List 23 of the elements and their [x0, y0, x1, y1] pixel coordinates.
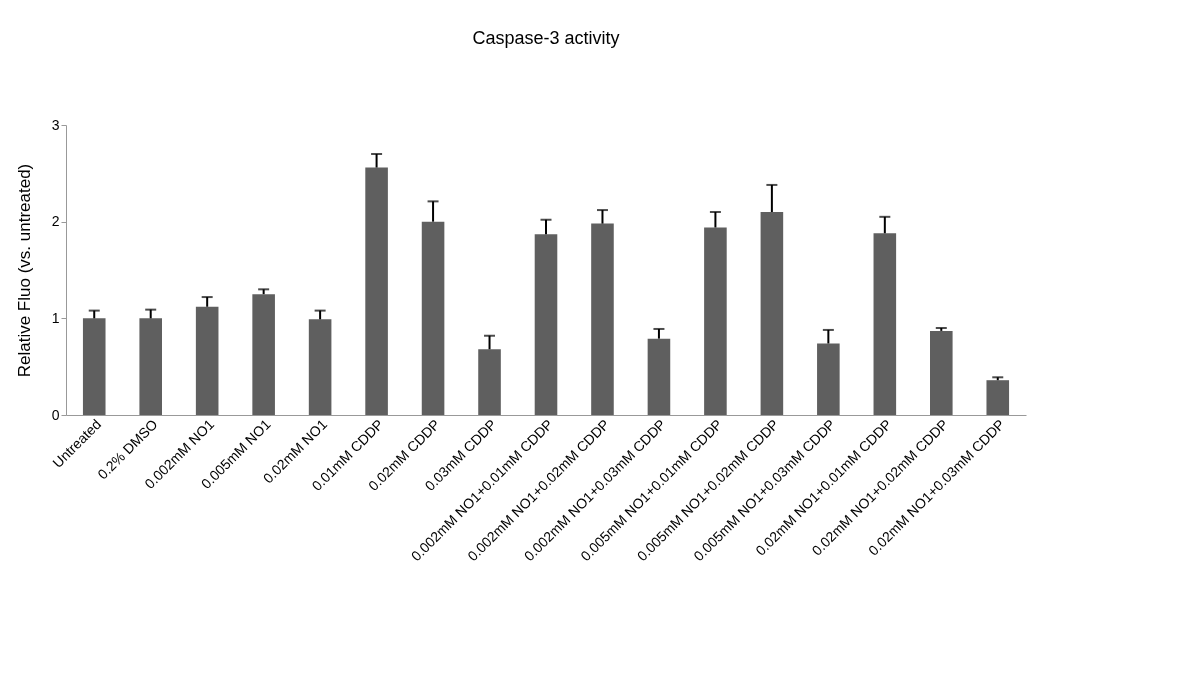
bar [704, 227, 727, 415]
bar [930, 330, 953, 415]
bar [647, 338, 671, 415]
bar [365, 167, 388, 415]
bar [534, 234, 558, 415]
bar [139, 318, 162, 415]
bar [591, 223, 614, 415]
bar [760, 212, 784, 415]
y-tick-label: 2 [51, 213, 60, 230]
bar [82, 318, 106, 415]
y-tick-label: 1 [51, 309, 60, 326]
bar [252, 294, 275, 415]
bar [873, 233, 897, 415]
bar [478, 349, 501, 415]
y-tick-label: 3 [51, 116, 60, 133]
bar [986, 380, 1010, 415]
bar [421, 221, 445, 415]
bar [308, 319, 332, 415]
bar [195, 306, 219, 415]
chart-title: Caspase-3 activity [472, 28, 620, 48]
y-tick-label: 0 [51, 406, 60, 423]
bar [817, 343, 840, 415]
y-axis-title: Relative Fluo (vs. untreated) [14, 163, 34, 378]
